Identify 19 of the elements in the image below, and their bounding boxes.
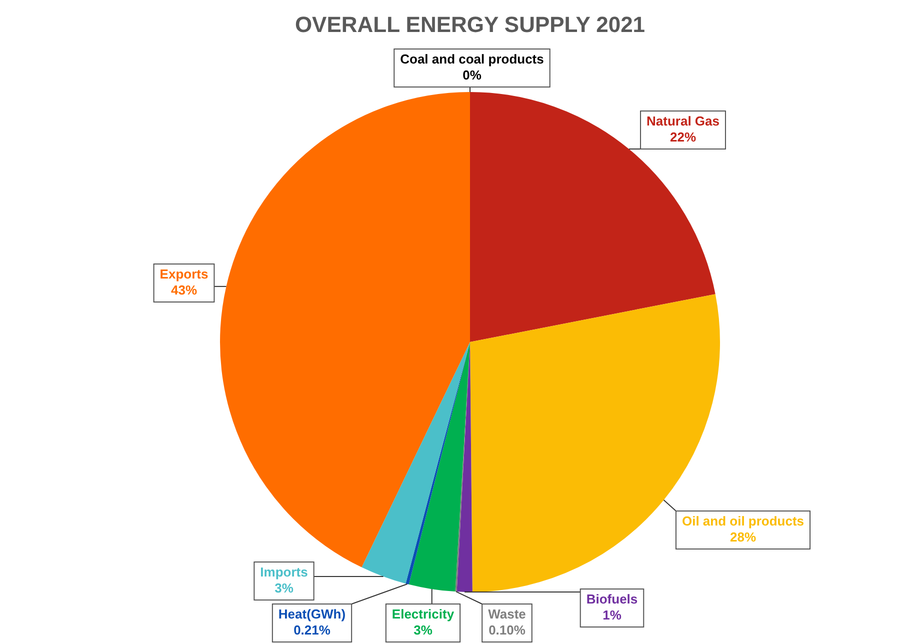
slice-label: Exports — [160, 266, 208, 282]
slice-label: Electricity — [392, 606, 455, 622]
category-label: Coal and coal products — [400, 52, 544, 67]
data-label: 1% — [602, 608, 622, 623]
slice-label: Waste — [488, 606, 526, 622]
slice-label: Natural Gas — [646, 114, 720, 129]
data-label: 0.21% — [294, 622, 331, 638]
slice-label: Heat(GWh) — [278, 606, 346, 622]
data-label: 28% — [730, 530, 756, 545]
data-label: 22% — [670, 130, 696, 145]
data-label: 3% — [274, 580, 294, 596]
data-label: 43% — [170, 282, 198, 298]
text: 0% — [462, 68, 482, 83]
slice-label: Biofuels — [586, 592, 638, 607]
chart-title: OVERALL ENERGY SUPPLY 2021 — [294, 12, 646, 38]
slice-label: Oil and oil products — [682, 514, 804, 529]
data-label: 0.10% — [488, 622, 526, 638]
data-label: 3% — [414, 622, 433, 638]
slice-label: Imports — [260, 564, 308, 580]
